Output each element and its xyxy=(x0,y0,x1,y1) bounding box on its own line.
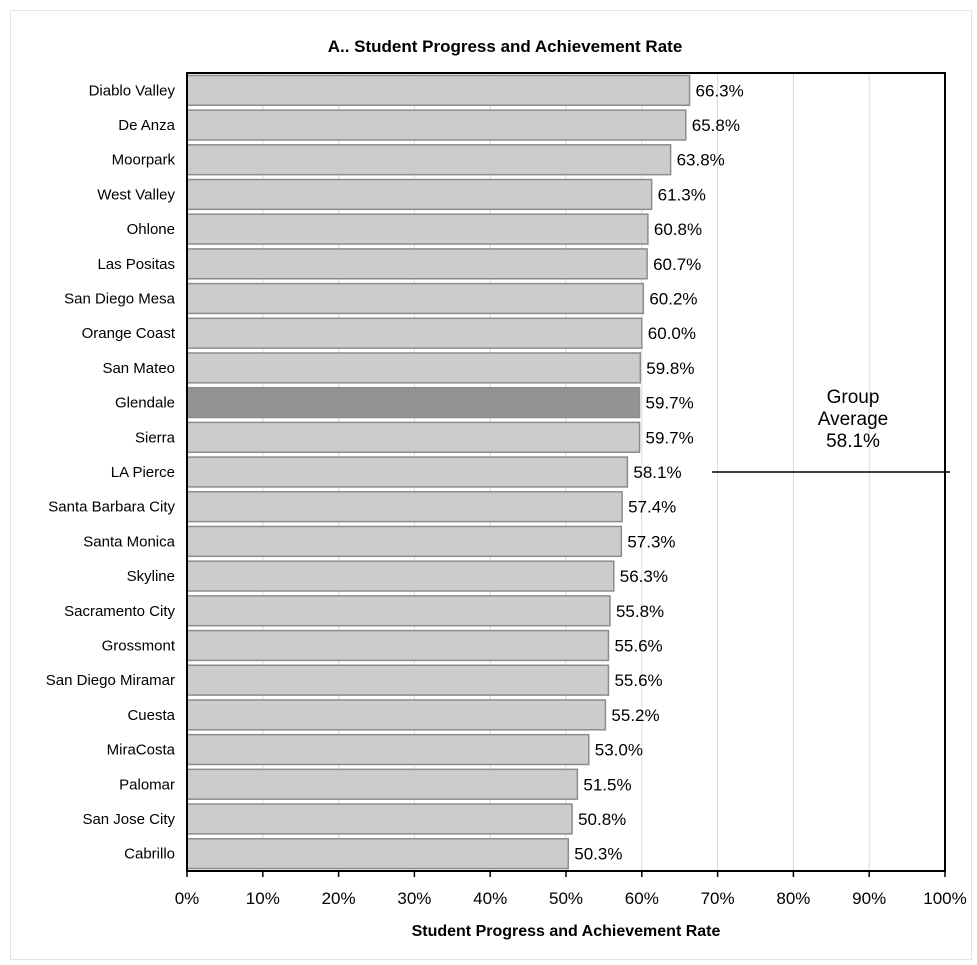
category-label: Sacramento City xyxy=(64,603,175,620)
value-label: 60.2% xyxy=(649,290,697,309)
bar xyxy=(186,699,607,731)
bar xyxy=(186,595,611,627)
category-label: Skyline xyxy=(127,568,175,585)
value-label: 55.2% xyxy=(611,706,659,725)
x-tick-label: 60% xyxy=(625,889,659,908)
bar xyxy=(186,421,641,453)
category-label: Ohlone xyxy=(127,221,175,238)
category-label: San Diego Mesa xyxy=(64,291,176,308)
bar xyxy=(186,74,691,107)
bar xyxy=(186,629,610,662)
x-tick-label: 80% xyxy=(776,889,810,908)
category-label: Las Positas xyxy=(97,256,175,273)
x-tick-label: 30% xyxy=(397,889,431,908)
category-label: Cabrillo xyxy=(124,846,175,863)
x-tick-label: 90% xyxy=(852,889,886,908)
value-label: 55.6% xyxy=(614,636,662,655)
bar xyxy=(186,144,672,176)
value-label: 55.8% xyxy=(616,602,664,621)
bar-highlighted xyxy=(186,386,641,419)
value-label: 50.8% xyxy=(578,810,626,829)
category-label: Cuesta xyxy=(127,707,175,724)
x-tick-label: 100% xyxy=(923,889,966,908)
x-tick-label: 40% xyxy=(473,889,507,908)
category-label: San Mateo xyxy=(102,360,175,377)
value-label: 57.4% xyxy=(628,498,676,517)
bar xyxy=(186,248,648,280)
value-label: 51.5% xyxy=(583,775,631,794)
category-label: San Diego Miramar xyxy=(46,672,175,689)
category-label: Sierra xyxy=(135,429,176,446)
bar xyxy=(186,837,570,870)
bar xyxy=(186,560,615,592)
x-tick-label: 10% xyxy=(246,889,280,908)
category-label: LA Pierce xyxy=(111,464,175,481)
bar xyxy=(186,282,645,315)
category-label: MiraCosta xyxy=(107,742,176,759)
bar xyxy=(186,109,687,141)
chart-frame xyxy=(10,10,972,960)
category-label: Grossmont xyxy=(102,637,176,654)
value-label: 66.3% xyxy=(696,81,744,100)
value-label: 65.8% xyxy=(692,116,740,135)
bar xyxy=(186,664,610,696)
category-label: West Valley xyxy=(97,186,175,203)
chart-title: A.. Student Progress and Achievement Rat… xyxy=(328,37,683,56)
category-label: Santa Barbara City xyxy=(48,499,175,516)
value-label: 50.3% xyxy=(574,845,622,864)
bar xyxy=(186,733,590,766)
value-label: 56.3% xyxy=(620,567,668,586)
group-average-text: Average xyxy=(818,409,888,430)
value-label: 55.6% xyxy=(614,671,662,690)
axes: 0% 10% 20% 30% 40% 50% 60% 70% 80% 90% 100% xyxy=(175,72,967,908)
category-label: De Anza xyxy=(118,117,175,134)
bar xyxy=(186,213,649,245)
category-label: Glendale xyxy=(115,395,175,412)
x-tick-label: 50% xyxy=(549,889,583,908)
value-label: 60.0% xyxy=(648,324,696,343)
category-label: San Jose City xyxy=(82,811,175,828)
bar xyxy=(186,491,623,523)
value-label: 59.7% xyxy=(646,394,694,413)
bar xyxy=(186,178,653,211)
bar xyxy=(186,456,629,488)
value-label: 60.7% xyxy=(653,255,701,274)
bar xyxy=(186,768,579,800)
value-label: 63.8% xyxy=(677,151,725,170)
bar xyxy=(186,803,573,835)
x-tick-label: 0% xyxy=(175,889,200,908)
bar xyxy=(186,352,642,384)
category-label: Moorpark xyxy=(112,152,176,169)
category-label: Palomar xyxy=(119,776,175,793)
x-axis-label: Student Progress and Achievement Rate xyxy=(412,923,721,940)
x-tick-label: 20% xyxy=(322,889,356,908)
group-average-text: 58.1% xyxy=(826,431,880,452)
value-label: 53.0% xyxy=(595,741,643,760)
bar xyxy=(186,525,623,558)
value-label: 61.3% xyxy=(658,185,706,204)
bar xyxy=(186,317,643,349)
x-tick-label: 70% xyxy=(701,889,735,908)
group-average-text: Group xyxy=(827,387,880,408)
category-label: Orange Coast xyxy=(82,325,176,342)
value-label: 58.1% xyxy=(633,463,681,482)
category-label: Santa Monica xyxy=(83,533,175,550)
value-label: 57.3% xyxy=(627,532,675,551)
bars: Diablo Valley 66.3% De Anza 65.8% Moorpark 63… xyxy=(46,74,744,870)
value-label: 60.8% xyxy=(654,220,702,239)
category-label: Diablo Valley xyxy=(89,82,176,99)
value-label: 59.8% xyxy=(646,359,694,378)
value-label: 59.7% xyxy=(646,428,694,447)
